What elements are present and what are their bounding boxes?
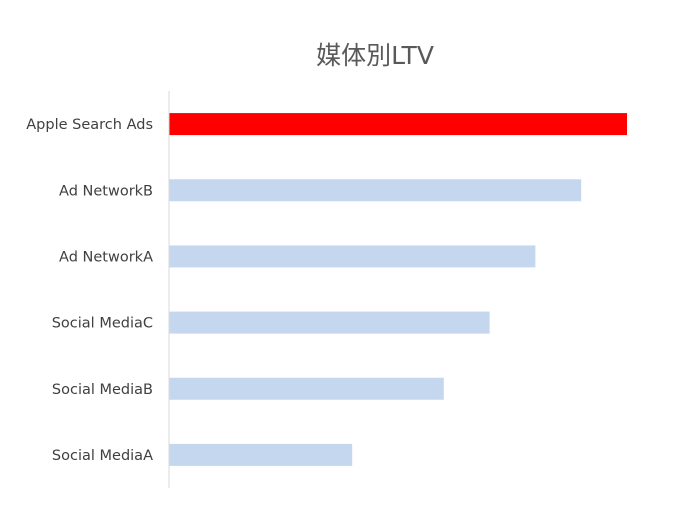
chart-title: 媒体別LTV [316, 41, 434, 70]
bar-social-mediaa [169, 443, 353, 466]
category-label: Ad NetworkA [59, 249, 153, 265]
category-label: Social MediaC [52, 316, 153, 332]
category-label: Apple Search Ads [26, 117, 153, 133]
category-label: Ad NetworkB [59, 183, 153, 199]
category-label: Social MediaA [52, 448, 153, 464]
bar-social-mediab [169, 377, 444, 400]
bar-ad-networka [169, 245, 536, 268]
bar-social-mediac [169, 311, 490, 334]
category-label: Social MediaB [52, 382, 153, 398]
bar-ad-networkb [169, 179, 582, 202]
bar-apple-search-ads [169, 113, 627, 136]
